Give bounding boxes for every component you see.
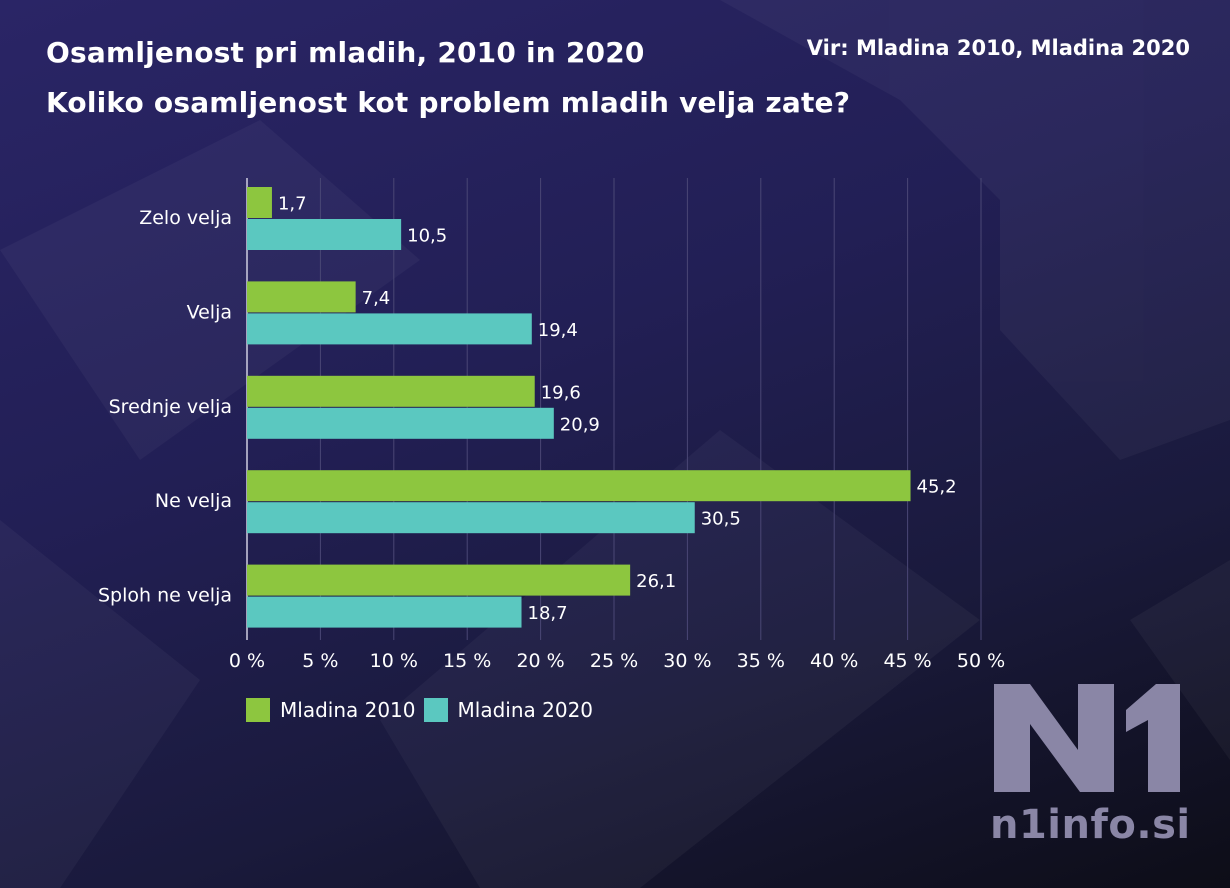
bars [247,187,911,628]
logo-text: n1info.si [990,802,1191,848]
x-tick-label: 40 % [810,650,858,672]
bar-2010 [247,187,272,218]
x-tick-label: 10 % [370,650,418,672]
bar-2010 [247,375,535,407]
chart-title: Osamljenost pri mladih, 2010 in 2020 [46,36,645,69]
data-label: 1,7 [278,194,307,215]
x-tick-label: 20 % [516,650,564,672]
x-tick-label: 25 % [590,650,638,672]
category-label: Sploh ne velja [98,585,232,607]
bar-2010 [247,470,911,502]
x-tick-label: 0 % [229,650,265,672]
category-label: Zelo velja [139,207,232,229]
data-label: 18,7 [528,603,568,624]
source-note: Vir: Mladina 2010, Mladina 2020 [806,36,1190,60]
x-tick-label: 45 % [883,650,931,672]
legend: Mladina 2010 Mladina 2020 [246,698,601,722]
legend-swatch-2020 [423,698,448,722]
category-label: Srednje velja [109,396,232,418]
bar-2020 [247,313,532,345]
category-label: Velja [187,301,232,323]
bar-2010 [247,281,356,313]
x-tick-label: 35 % [737,650,785,672]
x-tick-label: 5 % [302,650,338,672]
legend-swatch-2010 [246,698,270,722]
bar-2020 [247,219,402,250]
data-label: 20,9 [560,414,600,435]
x-tick-label: 30 % [663,650,711,672]
n1-logo-icon [994,684,1180,792]
legend-label-2010: Mladina 2010 [280,698,416,722]
x-tick-label: 15 % [443,650,491,672]
labels: 0 % 5 % 10 % 15 % 20 % 25 % 30 % 35 % 40 % 45 % 50… [98,194,1005,673]
data-label: 7,4 [362,288,391,309]
data-label: 10,5 [407,226,447,247]
chart-subtitle: Koliko osamljenost kot problem mladih ve… [46,86,851,119]
data-label: 45,2 [917,477,957,498]
data-label: 26,1 [636,571,676,592]
legend-item-2020: Mladina 2020 [423,698,594,722]
legend-item-2010: Mladina 2010 [246,698,416,722]
data-label: 19,4 [538,320,578,341]
category-label: Ne velja [155,490,232,512]
bar-2020 [247,596,522,628]
x-tick-label: 50 % [957,650,1005,672]
data-label: 30,5 [701,509,741,530]
data-label: 19,6 [541,382,581,403]
bar-2020 [247,502,695,534]
legend-label-2020: Mladina 2020 [457,698,594,722]
bar-2010 [247,564,631,596]
bar-2020 [247,407,554,439]
